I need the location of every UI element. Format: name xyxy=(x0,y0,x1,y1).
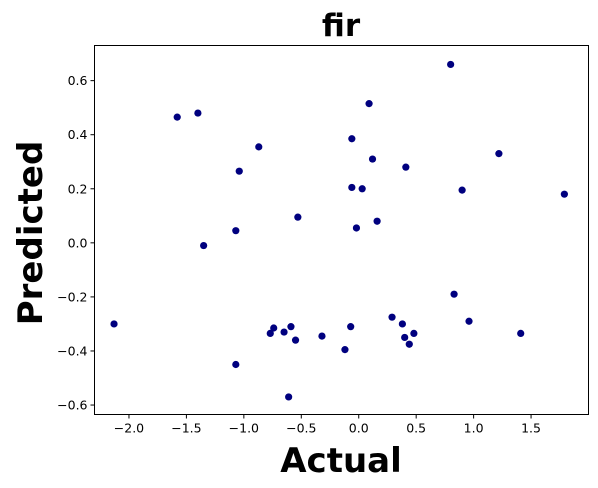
y-tick-label: 0.4 xyxy=(68,127,88,142)
data-point xyxy=(388,313,396,321)
plot-area: −2.0 −1.5 −1.0 −0.5 0.0 0.5 1.0 1.5 −0.6 −0.4 −0.2… xyxy=(57,60,568,436)
data-point xyxy=(255,143,263,151)
data-point xyxy=(235,167,243,175)
data-point xyxy=(465,317,473,325)
data-point xyxy=(560,190,568,198)
data-point xyxy=(401,333,409,342)
data-point xyxy=(398,320,406,328)
data-point xyxy=(450,290,458,298)
data-point xyxy=(365,100,373,108)
data-point xyxy=(348,135,356,143)
y-tick-label: 0.6 xyxy=(68,73,88,88)
data-point xyxy=(194,109,202,117)
data-point xyxy=(517,329,525,338)
x-tick-label: −2.0 xyxy=(114,421,144,436)
data-point xyxy=(373,217,381,225)
x-tick-label: −1.5 xyxy=(171,421,201,436)
data-point xyxy=(368,155,377,163)
data-point xyxy=(270,324,278,332)
x-axis-label: Actual xyxy=(280,441,402,481)
data-point xyxy=(458,186,466,194)
y-tick-label: −0.4 xyxy=(57,343,87,358)
data-point xyxy=(495,150,503,158)
data-point xyxy=(200,241,208,250)
data-point xyxy=(285,393,293,401)
data-point xyxy=(232,227,240,235)
data-point xyxy=(232,360,240,369)
y-tick-label: −0.6 xyxy=(57,398,87,413)
data-point xyxy=(405,340,413,348)
data-point xyxy=(294,213,302,221)
data-point xyxy=(347,323,355,331)
data-point xyxy=(402,163,410,171)
chart-title: fir xyxy=(322,8,361,44)
data-point xyxy=(266,329,274,338)
x-tick-label: −0.5 xyxy=(286,421,316,436)
data-point xyxy=(291,336,300,344)
data-point xyxy=(280,328,288,336)
y-axis-label: Predicted xyxy=(11,141,51,326)
x-tick-label: −1.0 xyxy=(229,421,259,436)
data-point xyxy=(173,113,181,121)
y-tick-label: −0.2 xyxy=(57,289,87,304)
data-point xyxy=(318,332,326,340)
x-tick-label: 0.0 xyxy=(349,421,369,436)
y-tick-label: 0.0 xyxy=(68,235,88,250)
y-tick-label: 0.2 xyxy=(68,181,88,196)
plot-frame xyxy=(94,45,589,415)
x-tick-label: 0.5 xyxy=(406,421,426,436)
data-point xyxy=(110,320,118,328)
x-tick-label: 1.5 xyxy=(521,421,541,436)
x-tick-label: 1.0 xyxy=(464,421,484,436)
data-point xyxy=(447,60,455,69)
data-point xyxy=(287,323,295,331)
data-point xyxy=(410,329,418,338)
data-point xyxy=(341,346,349,354)
data-point xyxy=(348,183,356,192)
data-point xyxy=(352,224,361,232)
data-point xyxy=(358,185,366,193)
